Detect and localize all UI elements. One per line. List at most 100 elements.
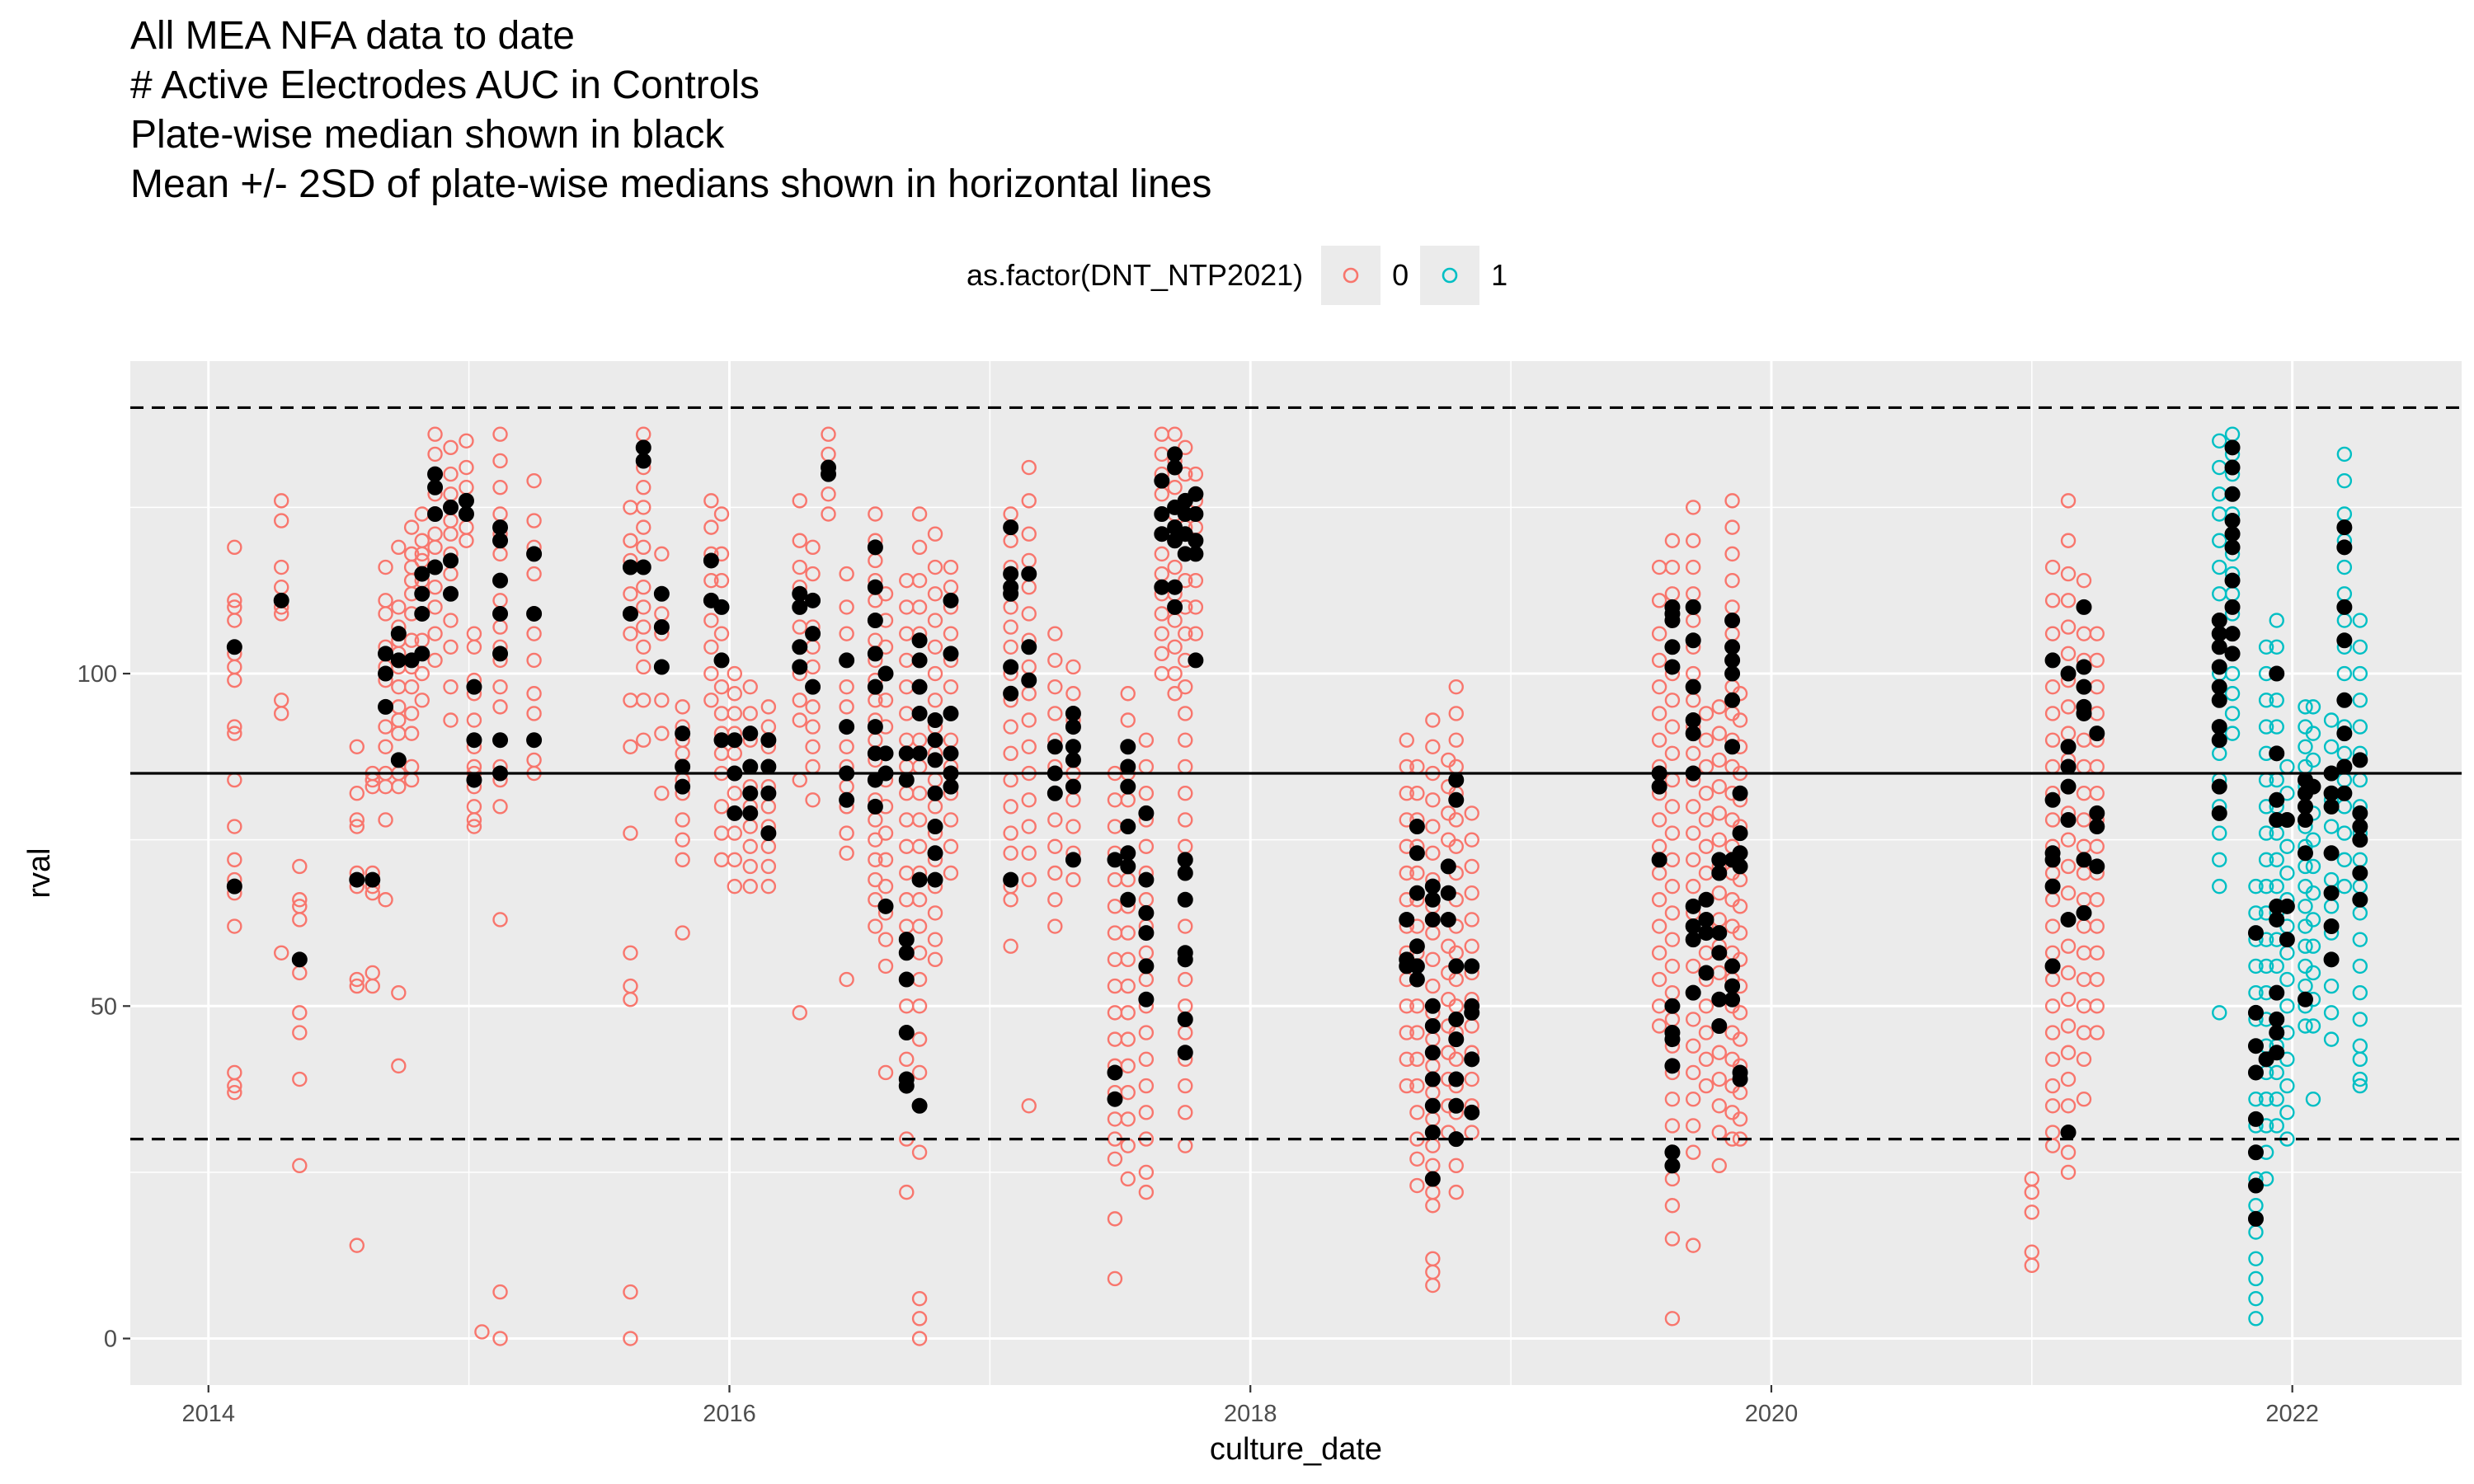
data-point-series-0 — [805, 719, 821, 735]
data-point-series-0 — [703, 665, 719, 682]
data-point-series-0 — [1047, 918, 1063, 934]
data-point-series-0 — [868, 852, 883, 868]
median-point — [1724, 978, 1741, 994]
data-point-series-0 — [839, 679, 854, 695]
data-point-series-1 — [2258, 693, 2274, 708]
median-point — [1685, 726, 1701, 742]
data-point-series-0 — [443, 526, 459, 542]
median-point — [414, 605, 430, 622]
data-point-series-1 — [2352, 1051, 2368, 1068]
data-point-series-0 — [414, 546, 430, 562]
data-point-series-0 — [1732, 712, 1748, 728]
median-point — [2044, 958, 2061, 974]
y-tick-label: 0 — [104, 1327, 117, 1353]
data-point-series-0 — [877, 878, 894, 895]
x-tick-label: 2014 — [182, 1401, 236, 1427]
data-point-series-0 — [839, 971, 854, 988]
data-point-series-1 — [2336, 665, 2353, 682]
median-point — [1177, 951, 1193, 968]
data-point-series-0 — [1724, 519, 1740, 535]
data-point-series-0 — [839, 626, 854, 641]
data-point-series-1 — [2279, 838, 2295, 854]
data-point-series-0 — [1464, 885, 1479, 901]
data-point-series-0 — [1047, 652, 1063, 669]
data-point-series-0 — [2060, 533, 2077, 548]
data-point-series-0 — [1021, 459, 1037, 476]
x-tick-label: 2016 — [703, 1401, 756, 1427]
data-point-series-0 — [2060, 832, 2077, 848]
data-point-series-1 — [2298, 1018, 2313, 1034]
data-point-series-0 — [742, 706, 758, 721]
median-point — [760, 785, 777, 801]
data-point-series-0 — [742, 858, 758, 875]
data-point-series-0 — [927, 905, 943, 921]
data-point-series-1 — [2298, 739, 2313, 754]
data-point-series-0 — [2060, 938, 2077, 954]
data-point-series-1 — [2224, 726, 2241, 741]
data-point-series-0 — [2044, 1025, 2061, 1040]
median-point — [1464, 1104, 1480, 1120]
data-point-series-1 — [2269, 878, 2284, 895]
data-point-series-0 — [427, 539, 443, 556]
data-point-series-0 — [2044, 1138, 2061, 1153]
data-point-series-1 — [2258, 639, 2274, 655]
data-point-series-0 — [1425, 792, 1441, 808]
median-point — [1685, 599, 1701, 615]
median-point — [1424, 1045, 1441, 1061]
data-point-series-0 — [1065, 871, 1081, 888]
data-point-series-0 — [1178, 1105, 1193, 1120]
data-point-series-1 — [2305, 1018, 2321, 1034]
data-point-series-0 — [1711, 1045, 1727, 1060]
data-point-series-0 — [1167, 639, 1183, 655]
data-point-series-0 — [2060, 566, 2077, 582]
data-point-series-0 — [2089, 892, 2105, 908]
median-point — [2211, 719, 2227, 735]
data-point-series-0 — [474, 1324, 490, 1340]
legend-item-0: 0 — [1321, 246, 1409, 305]
data-point-series-0 — [877, 1064, 894, 1081]
data-point-series-0 — [2089, 652, 2105, 669]
median-point — [1021, 566, 1037, 582]
data-point-series-0 — [227, 672, 242, 688]
median-point — [839, 791, 855, 808]
data-point-series-0 — [349, 971, 365, 988]
data-point-series-0 — [365, 978, 380, 994]
data-point-series-0 — [443, 439, 459, 456]
median-point — [1685, 679, 1701, 695]
data-point-series-0 — [1167, 480, 1183, 495]
median-point — [805, 679, 821, 695]
median-point — [2323, 885, 2340, 901]
median-point — [2336, 599, 2353, 615]
data-point-series-0 — [391, 599, 407, 615]
median-point — [760, 825, 777, 842]
median-point — [943, 592, 959, 608]
median-point — [2211, 613, 2227, 629]
data-point-series-0 — [443, 613, 459, 628]
median-point — [1120, 758, 1136, 775]
data-point-series-0 — [636, 639, 651, 655]
data-point-series-0 — [1711, 778, 1727, 795]
median-point — [378, 646, 394, 662]
data-point-series-0 — [1120, 686, 1136, 702]
data-point-series-1 — [2298, 699, 2313, 715]
data-point-series-0 — [1188, 599, 1204, 615]
data-point-series-0 — [675, 925, 690, 941]
data-point-series-0 — [227, 1078, 242, 1094]
median-point — [1003, 685, 1019, 702]
median-point — [1448, 1011, 1465, 1027]
data-point-series-0 — [403, 519, 420, 535]
reference-lines — [130, 406, 2462, 1141]
median-point — [792, 599, 808, 615]
data-point-series-0 — [675, 852, 690, 868]
median-point — [492, 572, 509, 589]
data-point-series-0 — [1178, 679, 1193, 695]
median-point — [927, 871, 943, 888]
data-point-series-0 — [713, 679, 730, 695]
data-point-series-0 — [1664, 1092, 1681, 1107]
data-point-series-1 — [2269, 1092, 2284, 1107]
median-point — [443, 552, 459, 569]
data-point-series-1 — [2248, 905, 2264, 921]
median-point — [1107, 1091, 1123, 1107]
median-point — [1065, 752, 1081, 768]
data-point-series-0 — [1047, 838, 1063, 854]
